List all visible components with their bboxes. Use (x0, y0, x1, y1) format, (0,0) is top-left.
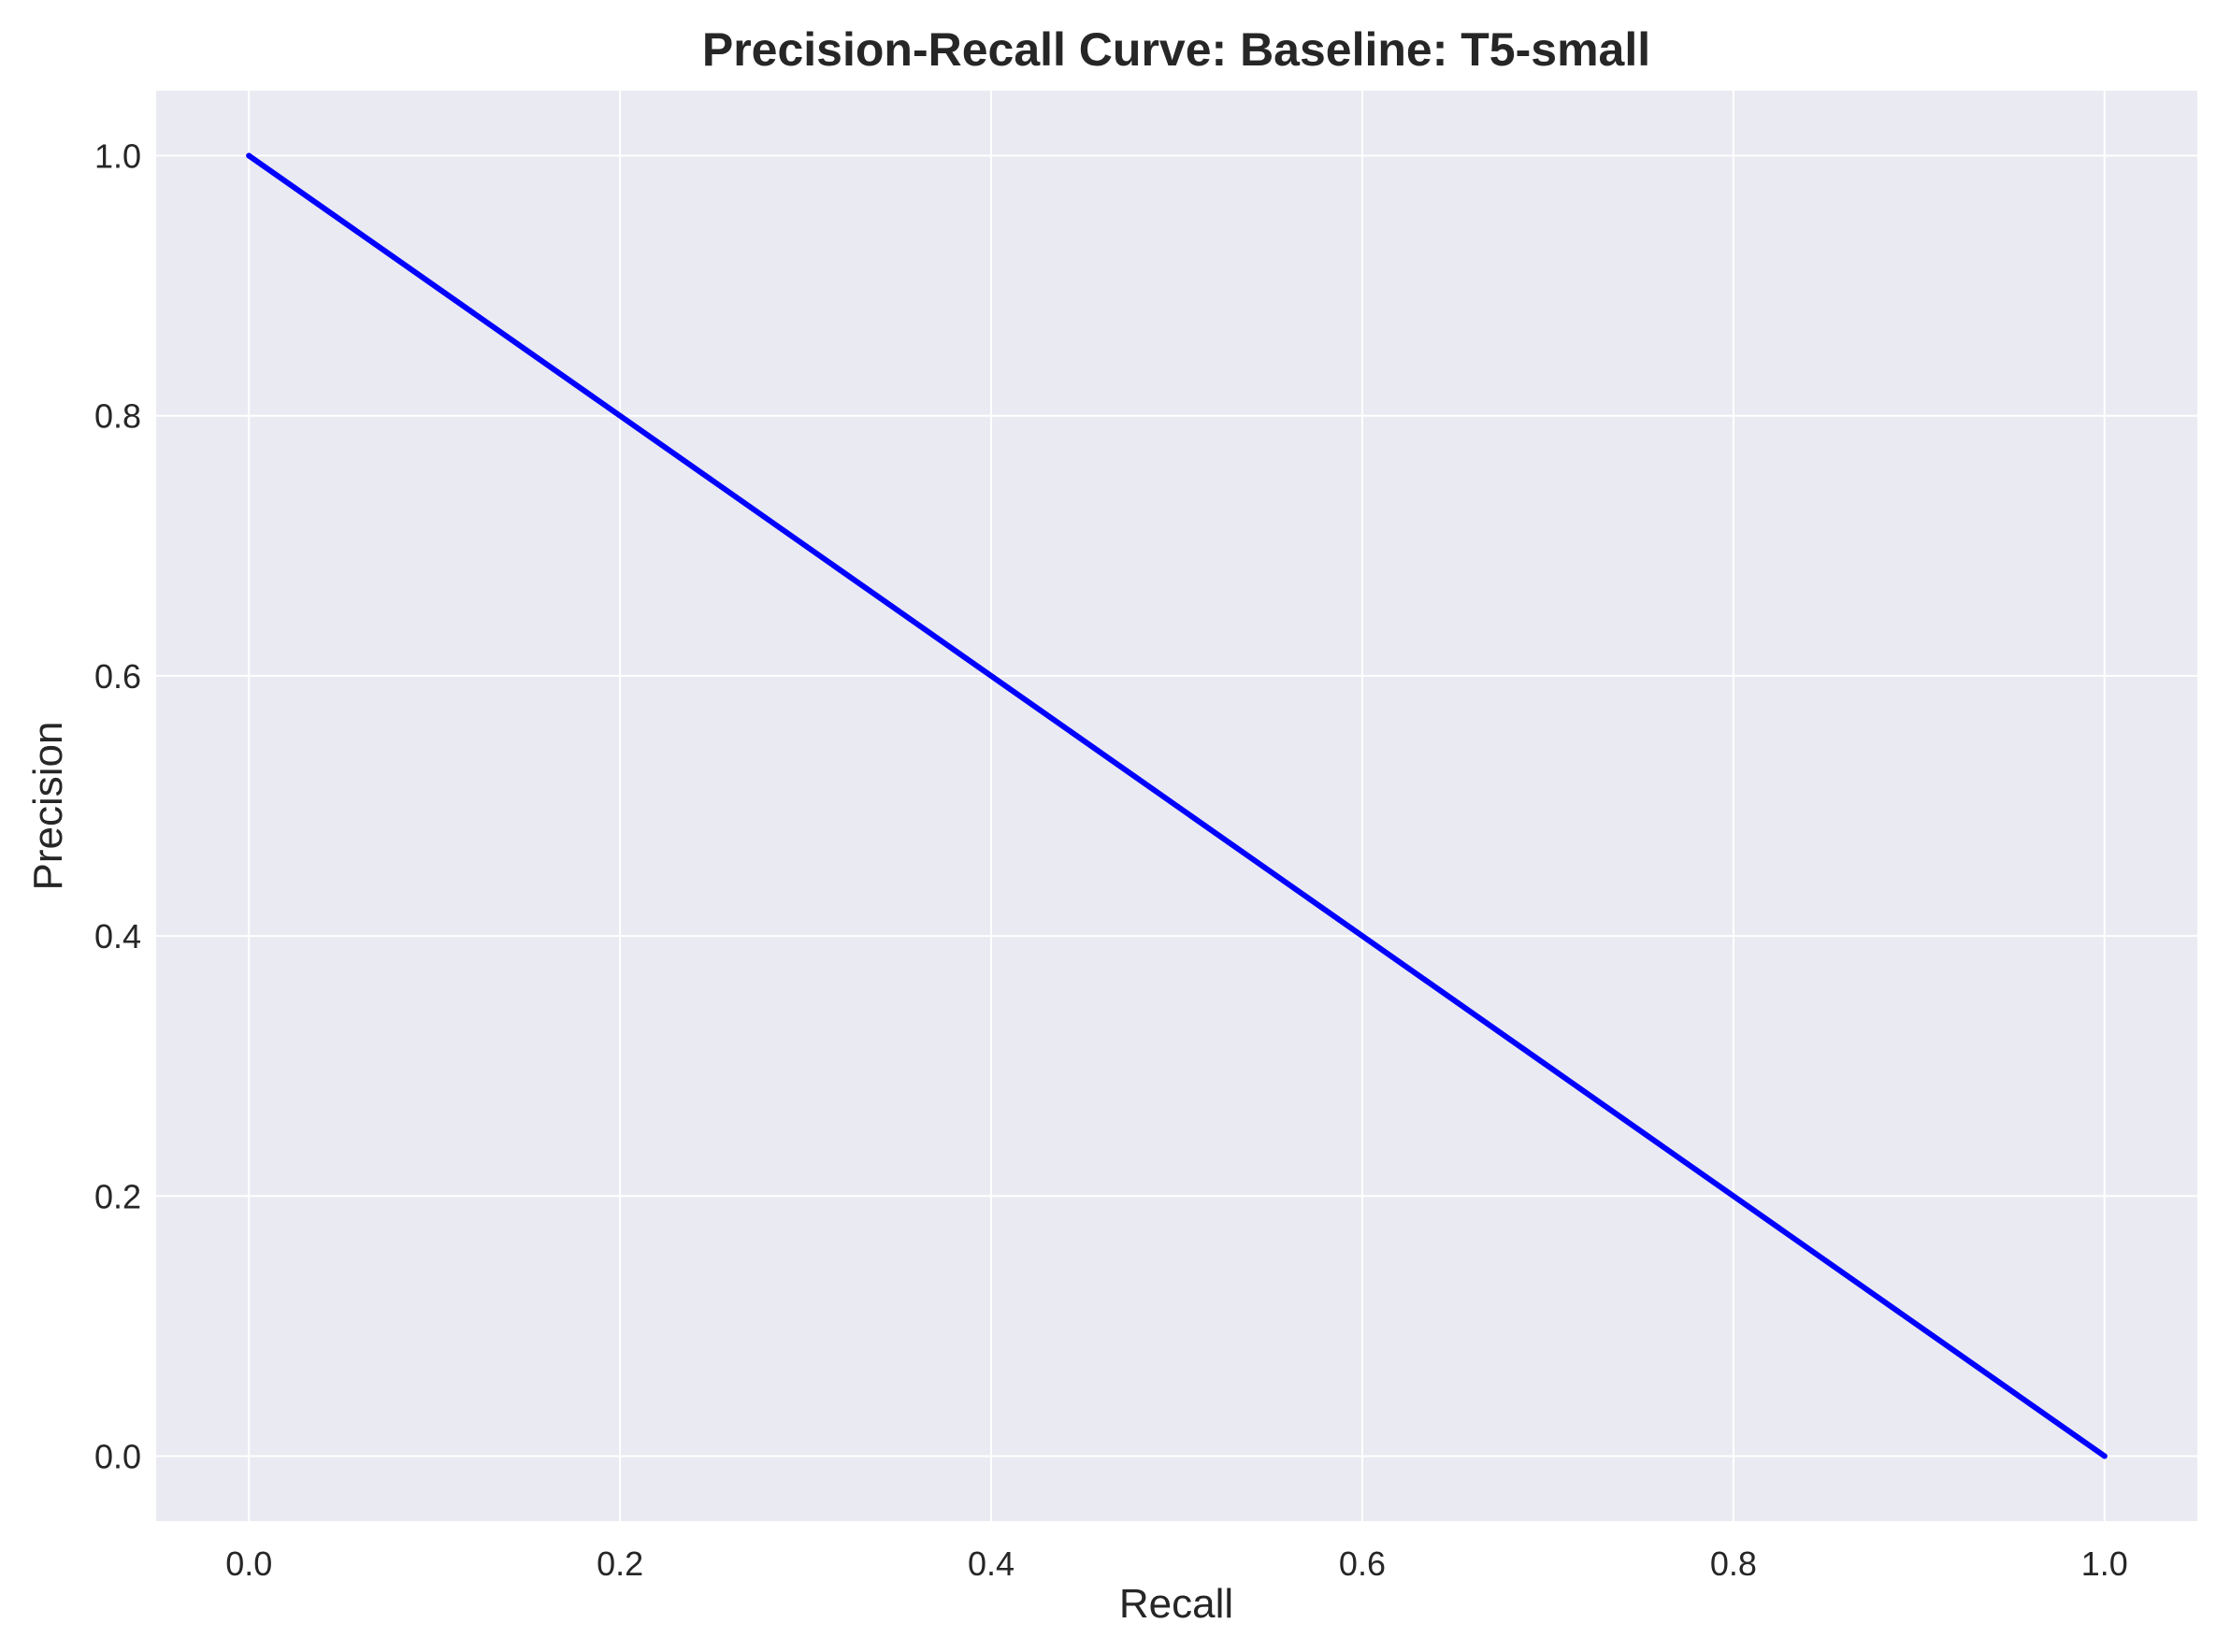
x-tick-label: 0.2 (597, 1544, 643, 1583)
grid (156, 91, 2197, 1521)
x-tick-label: 0.0 (225, 1544, 272, 1583)
y-tick-label: 0.0 (94, 1437, 141, 1475)
x-axis-label: Recall (1119, 1581, 1233, 1627)
y-tick-label: 0.8 (94, 397, 141, 436)
x-tick-label: 0.8 (1710, 1544, 1757, 1583)
y-tick-label: 0.2 (94, 1177, 141, 1215)
x-tick-label: 1.0 (2081, 1544, 2128, 1583)
data-point (246, 152, 252, 159)
series-group (246, 152, 2108, 1459)
y-tick-label: 0.4 (94, 917, 141, 955)
data-point (2101, 1453, 2108, 1459)
tick-labels: 0.0 0.2 0.4 0.6 0.8 1.0 0.0 0.2 0.4 0.6 0.8 1.0 (94, 137, 2128, 1583)
chart-title: Precision-Recall Curve: Baseline: T5-sma… (702, 23, 1650, 76)
y-tick-label: 1.0 (94, 137, 141, 176)
y-axis-label: Precision (25, 722, 71, 891)
pr-curve-line (246, 152, 2108, 1459)
x-tick-label: 0.6 (1339, 1544, 1386, 1583)
x-tick-label: 0.4 (968, 1544, 1014, 1583)
y-tick-label: 0.6 (94, 657, 141, 696)
